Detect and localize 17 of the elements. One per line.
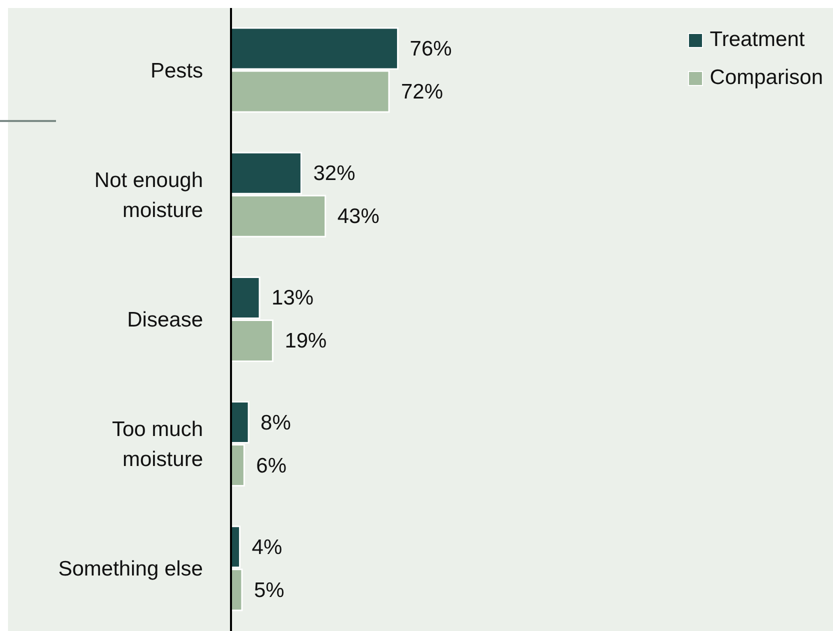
data-label: 72% [401, 80, 444, 104]
data-label: 32% [313, 162, 356, 186]
legend-label: Comparison [708, 66, 823, 90]
y-tick-label: Pests [150, 59, 203, 82]
y-tick-label: Too much moisture [112, 418, 203, 472]
data-label: 4% [252, 536, 282, 559]
data-label: 13% [272, 286, 314, 310]
data-label: 6% [256, 454, 287, 478]
data-label: 5% [254, 578, 284, 602]
legend-label: Treatment [708, 28, 806, 52]
y-tick-label: Something else [58, 558, 203, 581]
data-label: 76% [410, 38, 452, 60]
data-label: 19% [284, 330, 327, 353]
y-tick-label: Disease [127, 308, 203, 332]
data-label: 43% [337, 205, 380, 228]
y-tick-label: Not enough moisture [94, 168, 203, 222]
data-label: 8% [260, 411, 291, 434]
